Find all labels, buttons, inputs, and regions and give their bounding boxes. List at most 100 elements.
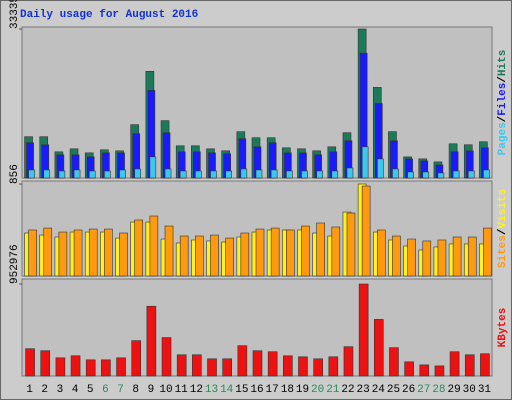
bar bbox=[222, 358, 232, 377]
bar bbox=[376, 229, 386, 277]
bar bbox=[422, 240, 432, 277]
bar bbox=[313, 358, 323, 377]
bar bbox=[70, 355, 81, 377]
bar bbox=[149, 215, 159, 277]
x-tick-label: 31 bbox=[478, 384, 492, 396]
bar bbox=[267, 351, 278, 377]
legend-entry: Pages bbox=[497, 122, 509, 155]
y-tick-label: 856 bbox=[9, 164, 21, 184]
bar bbox=[85, 359, 96, 377]
bar bbox=[298, 356, 308, 377]
bar bbox=[149, 156, 157, 179]
bar bbox=[25, 348, 35, 377]
bar bbox=[437, 172, 445, 179]
y-tick-label: 33335 bbox=[9, 0, 21, 29]
legend-entry: Sites bbox=[497, 235, 509, 268]
x-tick-label: 14 bbox=[220, 384, 234, 396]
bar bbox=[73, 169, 81, 179]
x-tick-label: 30 bbox=[463, 384, 476, 396]
x-tick-label: 5 bbox=[87, 384, 94, 396]
bar bbox=[225, 170, 232, 179]
bar bbox=[464, 354, 475, 377]
bar bbox=[195, 170, 202, 179]
bar bbox=[407, 171, 414, 179]
x-tick-label: 2 bbox=[41, 384, 48, 396]
bar bbox=[43, 169, 51, 179]
bar bbox=[452, 236, 462, 277]
x-tick-label: 9 bbox=[148, 384, 155, 396]
x-tick-label: 8 bbox=[132, 384, 139, 396]
legend-entry: Hits bbox=[497, 50, 509, 76]
bar bbox=[331, 226, 341, 277]
x-tick-label: 23 bbox=[357, 384, 370, 396]
bar bbox=[404, 361, 414, 377]
x-tick-label: 4 bbox=[72, 384, 79, 396]
bar bbox=[146, 305, 157, 377]
bar bbox=[210, 234, 219, 277]
bar bbox=[255, 228, 265, 277]
bar bbox=[58, 170, 66, 179]
legend-separator: / bbox=[497, 76, 509, 83]
bar bbox=[328, 356, 339, 377]
x-tick-label: 24 bbox=[372, 384, 386, 396]
bar bbox=[131, 340, 142, 377]
bar bbox=[346, 167, 354, 179]
bar bbox=[407, 238, 416, 277]
legend: Sites/Visits bbox=[497, 189, 509, 268]
bar bbox=[225, 237, 234, 277]
bar bbox=[373, 319, 384, 377]
bar bbox=[192, 354, 202, 377]
bar bbox=[343, 346, 354, 377]
x-tick-label: 20 bbox=[311, 384, 324, 396]
legend-separator: / bbox=[497, 115, 509, 122]
bar bbox=[286, 170, 293, 179]
bar bbox=[270, 169, 278, 179]
x-tick-label: 7 bbox=[117, 384, 124, 396]
bar bbox=[419, 364, 430, 377]
bar bbox=[164, 168, 172, 179]
bar bbox=[40, 350, 51, 377]
bar bbox=[316, 170, 323, 179]
bar bbox=[161, 337, 172, 377]
bar bbox=[434, 365, 445, 377]
bar bbox=[392, 235, 401, 277]
bar bbox=[104, 228, 113, 277]
bar bbox=[88, 170, 96, 179]
legend-entry: Visits bbox=[497, 189, 509, 229]
x-tick-label: 18 bbox=[281, 384, 294, 396]
x-tick-label: 28 bbox=[432, 384, 445, 396]
bar bbox=[255, 169, 263, 179]
bar bbox=[283, 355, 293, 377]
x-tick-label: 15 bbox=[235, 384, 248, 396]
bar bbox=[437, 239, 447, 277]
bar bbox=[28, 169, 35, 179]
legend: KBytes bbox=[497, 308, 509, 348]
bar bbox=[134, 219, 144, 277]
bar bbox=[270, 227, 280, 277]
chart-title: Daily usage for August 2016 bbox=[20, 9, 198, 21]
bar bbox=[116, 357, 126, 377]
x-tick-label: 22 bbox=[341, 384, 354, 396]
bar bbox=[210, 170, 217, 179]
bar bbox=[392, 168, 399, 179]
x-tick-label: 21 bbox=[326, 384, 340, 396]
bar bbox=[316, 222, 325, 277]
bar bbox=[480, 353, 490, 377]
bar bbox=[119, 232, 128, 277]
x-tick-label: 25 bbox=[387, 384, 400, 396]
legend-separator: / bbox=[497, 228, 509, 235]
bar bbox=[358, 283, 369, 377]
y-tick-label: 952976 bbox=[9, 244, 21, 284]
x-tick-label: 11 bbox=[175, 384, 189, 396]
bar bbox=[55, 357, 66, 377]
bar bbox=[179, 235, 189, 277]
bar bbox=[331, 170, 339, 179]
bar bbox=[207, 358, 217, 377]
bar bbox=[73, 229, 83, 277]
x-tick-label: 3 bbox=[57, 384, 64, 396]
x-tick-label: 6 bbox=[102, 384, 109, 396]
bar bbox=[376, 158, 384, 179]
bar bbox=[301, 170, 308, 179]
x-tick-label: 19 bbox=[296, 384, 309, 396]
